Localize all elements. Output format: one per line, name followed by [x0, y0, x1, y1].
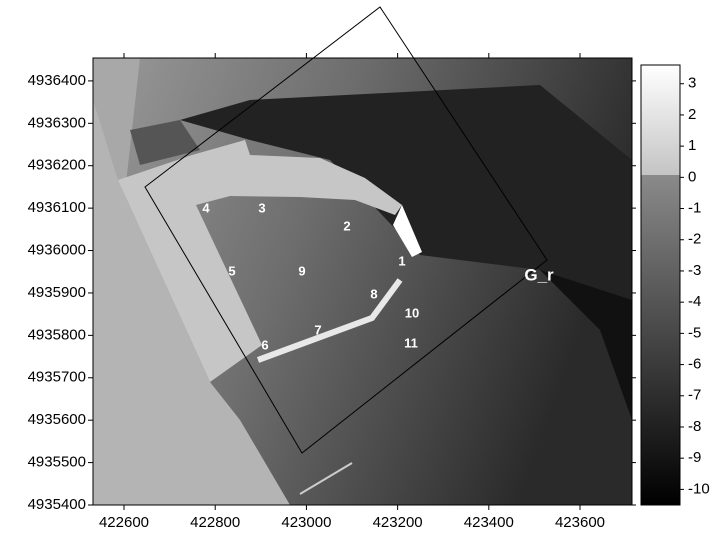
colorbar-tick-label: -6: [688, 356, 701, 373]
deep-water: [540, 270, 632, 420]
point-label: 2: [343, 218, 350, 233]
y-tick-label: 4936200: [28, 157, 86, 174]
spur: [256, 278, 403, 363]
colorbar-tick-label: -1: [688, 200, 701, 217]
x-tick-label: 423600: [555, 514, 605, 531]
colorbar-tick-label: 0: [688, 168, 696, 185]
breakwater: [118, 140, 402, 382]
colorbar-tick-label: 1: [688, 137, 696, 154]
colorbar: [640, 64, 681, 506]
y-tick-label: 4935400: [28, 496, 86, 513]
y-tick-label: 4936300: [28, 114, 86, 131]
colorbar-tick-label: 2: [688, 106, 696, 123]
point-label: 5: [228, 263, 235, 278]
deep-water: [130, 120, 200, 165]
point-label: 9: [298, 263, 305, 278]
y-tick-label: 4935900: [28, 284, 86, 301]
point-label: 6: [261, 337, 268, 352]
x-tick-label: 423400: [464, 514, 514, 531]
shore: [93, 100, 290, 505]
colorbar-tick-label: -3: [688, 262, 701, 279]
point-label: 4: [202, 200, 210, 215]
point-label: 7: [314, 322, 321, 337]
y-tick-label: 4935500: [28, 454, 86, 471]
colorbar-tick-label: 3: [688, 75, 696, 92]
point-label: 3: [258, 200, 265, 215]
deep-water: [180, 85, 632, 300]
y-tick-label: 4936000: [28, 242, 86, 259]
colorbar-tick-label: -4: [688, 293, 701, 310]
y-tick-label: 4936400: [28, 72, 86, 89]
point-label: 11: [404, 335, 418, 350]
y-tick-label: 4936100: [28, 199, 86, 216]
breakwater-tip: [393, 205, 422, 257]
y-tick-label: 4935800: [28, 326, 86, 343]
y-tick-label: 4935600: [28, 411, 86, 428]
colorbar-tick-label: -5: [688, 324, 701, 341]
map-area: [93, 58, 632, 505]
spur: [299, 462, 353, 495]
domain-outline: [144, 6, 548, 454]
x-tick-label: 423000: [281, 514, 331, 531]
point-label: 10: [405, 305, 419, 320]
y-tick-label: 4935700: [28, 369, 86, 386]
point-label: 8: [370, 286, 377, 301]
colorbar-tick-label: -8: [688, 418, 701, 435]
colorbar-tick-label: -2: [688, 231, 701, 248]
annotation: G_r: [524, 265, 554, 284]
x-tick-label: 422800: [190, 514, 240, 531]
plot-frame: [92, 57, 633, 506]
x-tick-label: 422600: [99, 514, 149, 531]
colorbar-tick-label: -9: [688, 449, 701, 466]
colorbar-tick-label: -10: [688, 480, 710, 497]
colorbar-tick-label: -7: [688, 387, 701, 404]
point-label: 1: [398, 253, 405, 268]
x-tick-label: 423200: [373, 514, 423, 531]
